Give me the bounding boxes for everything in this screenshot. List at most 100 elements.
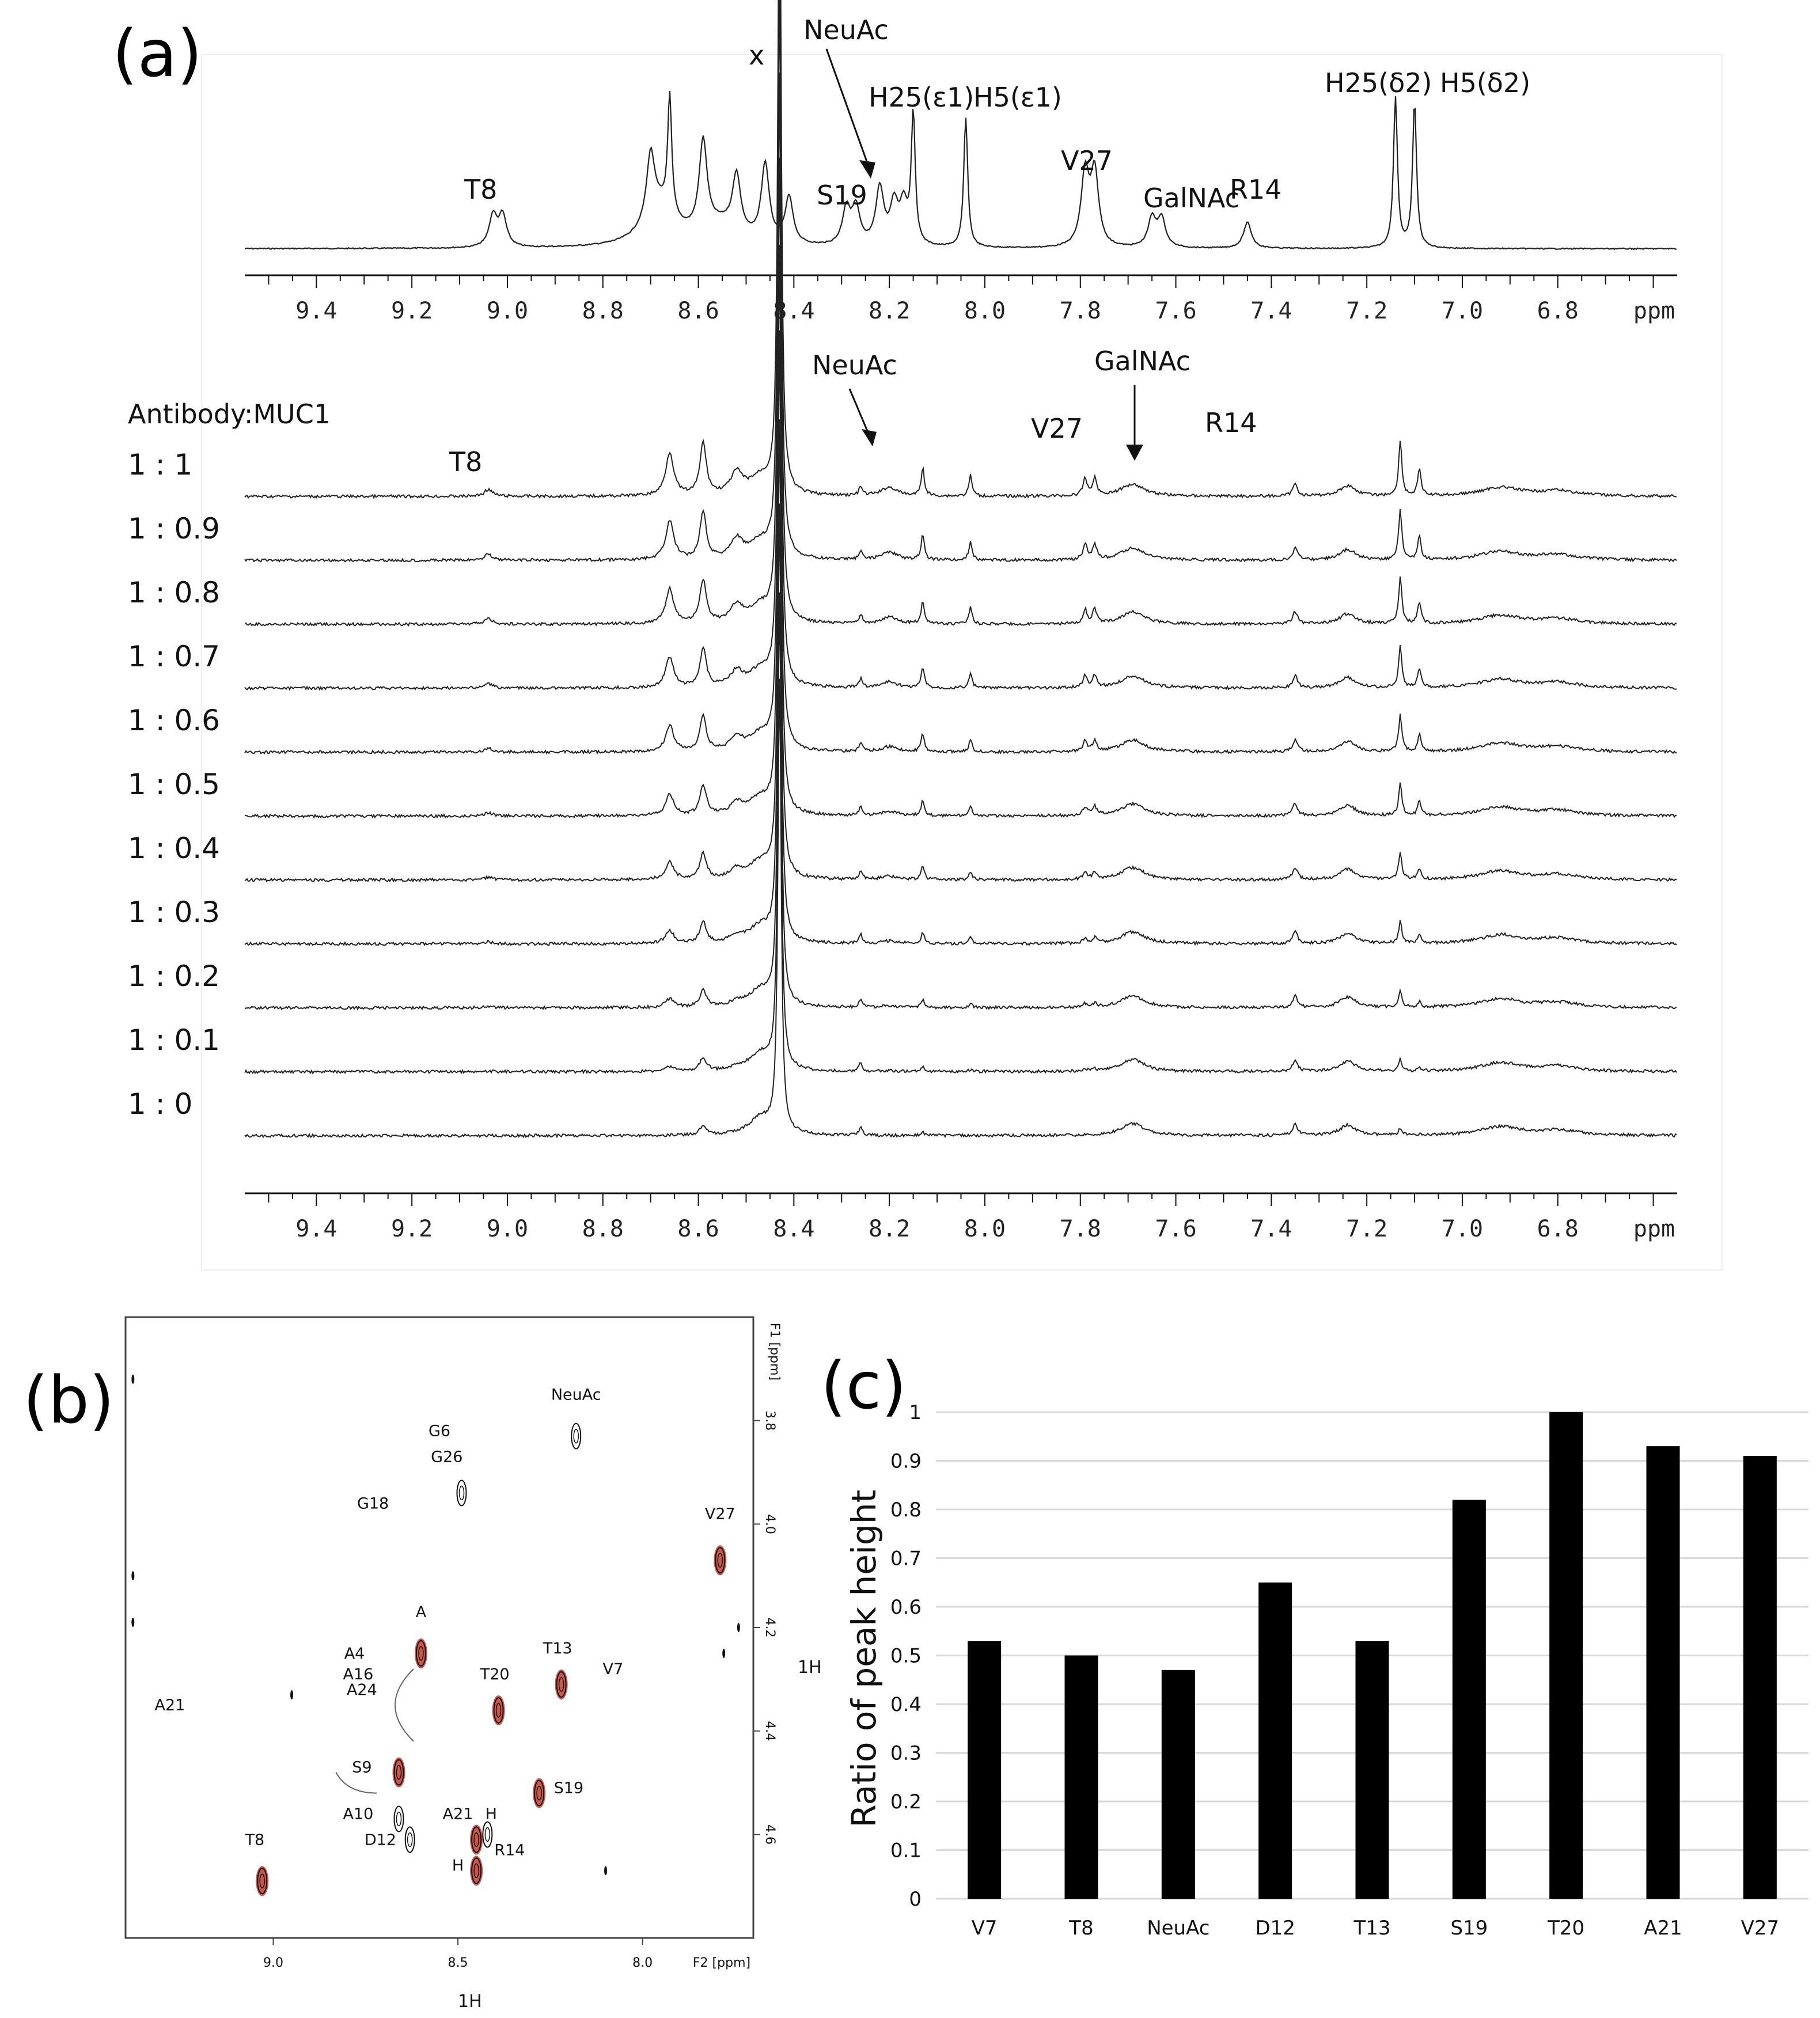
bar-v27 — [1743, 1456, 1777, 1899]
ppm-tick-label: 7.0 — [1442, 1216, 1483, 1242]
ppm-tick-label: 7.8 — [1060, 298, 1101, 324]
tocsy-label-a16: A16 — [343, 1666, 374, 1683]
x-tick-label-t8: T8 — [1068, 1917, 1093, 1940]
x-tick-label-v27: V27 — [1741, 1917, 1780, 1940]
cross-peak-contour-inner — [717, 1553, 723, 1568]
annotation-arrows — [825, 48, 1143, 461]
titration-trace-10 — [244, 678, 1677, 1139]
ppm-tick-label: 9.2 — [391, 298, 433, 324]
bar-s19 — [1452, 1500, 1486, 1899]
minor-cross-peak — [737, 1623, 740, 1632]
tocsy-x-nucleus-label: 1H — [458, 1992, 482, 2012]
cross-peak-contour — [482, 1821, 493, 1848]
x-tick-label-neuac: NeuAc — [1147, 1917, 1209, 1940]
cross-peak-contour — [571, 1423, 582, 1450]
ppm-tick-label: 8.6 — [677, 298, 719, 324]
tocsy-label-g18: G18 — [357, 1494, 389, 1512]
tocsy-label-a4: A4 — [344, 1645, 365, 1663]
ppm-tick-label: 8.0 — [964, 298, 1006, 324]
ppm-tick-label: 8.6 — [677, 1216, 719, 1242]
titration-trace-9 — [244, 592, 1677, 1075]
bar-a21 — [1646, 1446, 1680, 1899]
titration-title: Antibody:MUC1 — [128, 399, 331, 430]
neuac-arrow-head — [859, 160, 875, 179]
ppm-tick-label: 7.0 — [1442, 298, 1483, 324]
y-tick-label: 0.9 — [890, 1450, 922, 1473]
panel-b-letter: (b) — [23, 1363, 114, 1438]
titration-ratio-label: 1 : 0.9 — [128, 512, 220, 545]
peak-annotation-x: x — [749, 40, 764, 71]
tocsy-bracket — [335, 1772, 377, 1794]
peak-annotation-galnac: GalNAc — [1143, 183, 1239, 214]
tocsy-label-neuac: NeuAc — [551, 1386, 601, 1404]
tocsy-x-tick-label: 9.0 — [263, 1956, 283, 1970]
titration-trace-2 — [244, 0, 1677, 627]
tocsy-label-h: H — [452, 1857, 464, 1875]
titration-ratio-label: 1 : 0 — [128, 1087, 192, 1121]
minor-cross-peak — [131, 1571, 135, 1581]
titration-trace-6 — [244, 330, 1677, 883]
ppm-tick-label: 7.4 — [1250, 1216, 1292, 1242]
ppm-tick-label: 8.4 — [773, 1216, 814, 1242]
neuac-arrow-line — [825, 48, 872, 173]
cross-peak-contour-inner — [418, 1646, 424, 1661]
titration-peak-annotations: T8 NeuAc V27 GalNAc R14 — [449, 346, 1257, 477]
tocsy-y-tick-label: 4.4 — [763, 1721, 777, 1741]
tocsy-label-h: H — [486, 1805, 497, 1823]
tocsy-label-s19: S19 — [554, 1779, 584, 1797]
bar-d12 — [1258, 1582, 1292, 1899]
tocsy-label-v27: V27 — [705, 1505, 735, 1523]
tocsy-x-axis-title: F2 [ppm] — [693, 1956, 750, 1970]
y-tick-label: 0 — [909, 1888, 922, 1911]
titration-ratio-label: 1 : 0.3 — [128, 896, 220, 929]
titration-trace-3 — [244, 72, 1677, 691]
y-tick-label: 0.4 — [890, 1693, 922, 1716]
titration-annotation-t8: T8 — [449, 446, 482, 477]
ppm-tick-label: 7.6 — [1155, 1216, 1196, 1242]
titration-spectra — [244, 0, 1677, 1139]
titration-ratio-label: 1 : 0.4 — [128, 832, 220, 865]
tocsy-x-tick-label: 8.5 — [448, 1956, 468, 1970]
tocsy-label-g26: G26 — [431, 1448, 462, 1466]
tocsy-x-tick-label: 8.0 — [632, 1956, 653, 1970]
peak-annotation-t8: T8 — [464, 174, 497, 205]
cross-peak-contour — [415, 1640, 426, 1667]
tocsy-label-r14: R14 — [494, 1841, 525, 1859]
titration-ratio-labels: 1 : 1 1 : 0.9 1 : 0.8 1 : 0.7 1 : 0.6 1 : 0.5… — [128, 448, 220, 1121]
ppm-tick-label: 7.6 — [1155, 298, 1196, 324]
cross-peak-contour — [393, 1805, 404, 1833]
cross-peak-contour-inner — [458, 1485, 465, 1501]
x-tick-label-d12: D12 — [1255, 1917, 1295, 1940]
bar-t13 — [1355, 1641, 1389, 1899]
panel-c-letter: (c) — [821, 1349, 907, 1424]
titration-trace-7 — [244, 419, 1677, 947]
galnac-arrow-head — [1126, 445, 1143, 461]
cross-peak-contour-inner — [495, 1702, 502, 1718]
bar-chart-bars — [968, 1412, 1777, 1899]
y-tick-label: 0.3 — [890, 1742, 922, 1765]
titration-ratio-label: 1 : 1 — [128, 448, 192, 481]
ppm-axis-title: ppm — [1633, 1216, 1675, 1242]
bar-chart-y-axis-label: Ratio of peak height — [844, 1490, 884, 1828]
peak-annotation-h51: H5(ε1) — [973, 82, 1062, 113]
titration-annotation-r14: R14 — [1205, 407, 1257, 438]
cross-peak-contour-inner — [484, 1827, 491, 1842]
ppm-tick-label: 8.2 — [869, 298, 910, 324]
minor-cross-peak — [131, 1374, 135, 1384]
x-tick-label-t13: T13 — [1353, 1917, 1390, 1940]
cross-peak-contour-inner — [259, 1873, 265, 1888]
ppm-tick-label: 7.4 — [1250, 298, 1292, 324]
cross-peak-contour — [471, 1857, 482, 1884]
x-tick-label-t20: T20 — [1547, 1917, 1584, 1940]
bar-v7 — [968, 1641, 1002, 1899]
ppm-tick-label: 8.8 — [582, 298, 624, 324]
ppm-tick-label: 7.2 — [1346, 298, 1387, 324]
bar-chart-x-ticks: V7 T8 NeuAc D12 T13 S19 T20 A21 V27 — [972, 1917, 1779, 1940]
titration-annotation-v27: V27 — [1031, 413, 1083, 444]
peak-annotation-r14: R14 — [1230, 174, 1282, 205]
panel-c: 0 0.1 0.2 0.3 0.4 0.5 0.6 0.7 0.8 0.9 1 V7 T8 NeuAc D… — [844, 1401, 1808, 1940]
ppm-tick-label: 9.4 — [295, 1216, 337, 1242]
minor-cross-peak — [290, 1690, 294, 1700]
